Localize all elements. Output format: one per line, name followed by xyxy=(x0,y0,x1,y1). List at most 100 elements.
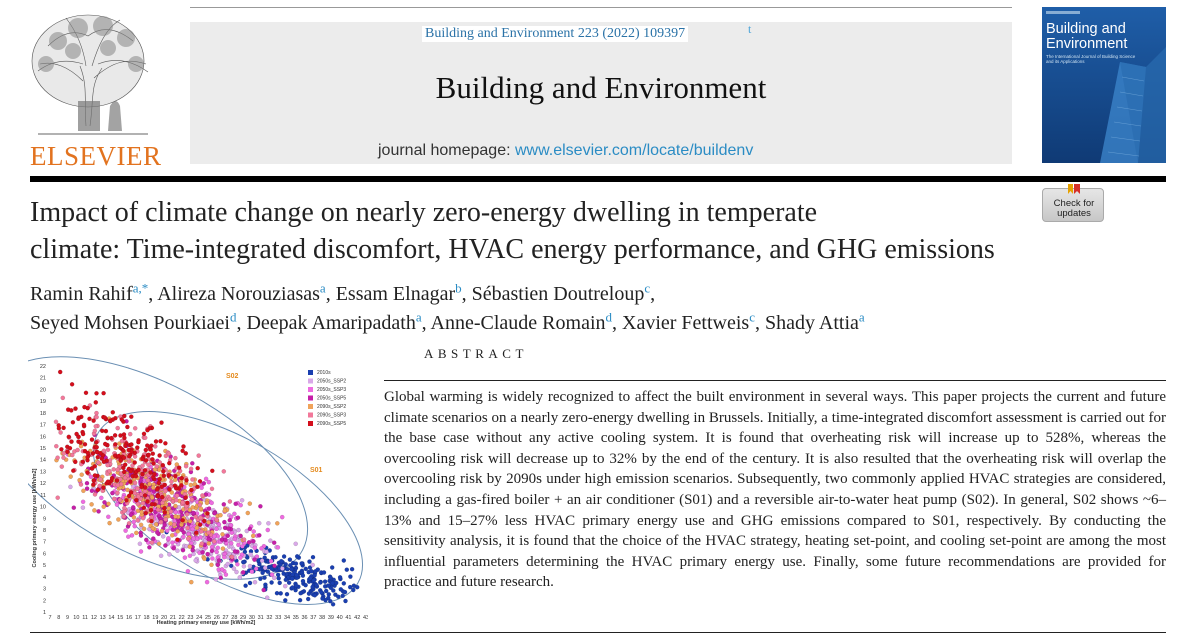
journal-cover-image[interactable] xyxy=(1042,7,1166,163)
author-affiliation[interactable]: b xyxy=(455,280,462,296)
scatter-point xyxy=(169,533,175,538)
scatter-point xyxy=(191,536,196,541)
scatter-point xyxy=(299,561,304,566)
scatter-point xyxy=(92,473,98,478)
x-tick-label: 30 xyxy=(249,615,255,621)
scatter-point xyxy=(171,546,176,551)
author-name[interactable]: Sébastien Doutreloup xyxy=(471,283,645,305)
author-affiliation[interactable]: a xyxy=(858,309,865,325)
scatter-point xyxy=(337,575,343,580)
author-name[interactable]: Essam Elnagar xyxy=(335,283,456,305)
scatter-point xyxy=(179,483,184,488)
scatter-point xyxy=(158,553,164,559)
x-tick-label: 19 xyxy=(152,615,158,621)
author-affiliation[interactable]: d xyxy=(605,309,613,325)
author-affiliation[interactable]: c xyxy=(749,309,755,325)
scatter-point xyxy=(105,462,110,468)
x-tick-label: 23 xyxy=(187,615,193,621)
scatter-point xyxy=(102,500,107,505)
scatter-point xyxy=(80,499,86,505)
scatter-point xyxy=(341,581,347,586)
scatter-point xyxy=(149,495,155,500)
scatter-point xyxy=(269,566,275,571)
x-tick-label: 28 xyxy=(231,615,237,621)
scatter-point xyxy=(121,455,127,460)
scatter-point xyxy=(290,585,295,590)
scatter-point xyxy=(203,476,209,482)
scatter-point xyxy=(87,416,92,422)
author-affiliation[interactable]: c xyxy=(644,280,651,296)
scatter-point xyxy=(148,507,154,513)
scatter-point xyxy=(240,570,246,575)
scatter-point xyxy=(175,537,180,542)
author-affiliation[interactable]: a,* xyxy=(132,280,149,296)
scatter-point xyxy=(115,482,121,488)
author-name[interactable]: Seyed Mohsen Pourkiaei xyxy=(30,312,230,334)
author-affiliation[interactable]: a xyxy=(415,309,422,325)
check-for-updates-label: Check for updates xyxy=(1053,198,1095,219)
author-name[interactable]: Xavier Fettweis xyxy=(622,312,750,334)
scatter-point xyxy=(319,590,324,595)
scatter-point xyxy=(254,554,260,559)
scatter-point xyxy=(310,562,315,568)
y-tick-label: 1 xyxy=(43,610,46,616)
check-for-updates-button[interactable]: Check for updates xyxy=(1042,184,1104,222)
scatter-point xyxy=(169,490,175,495)
x-tick-label: 32 xyxy=(266,615,272,621)
author-name[interactable]: Ramin Rahif xyxy=(30,283,133,305)
scatter-point xyxy=(135,486,140,491)
scatter-point xyxy=(61,425,66,431)
scatter-point xyxy=(273,554,278,560)
author-name[interactable]: Deepak Amaripadath xyxy=(246,312,416,334)
citation-link[interactable]: Building and Environment 223 (2022) 1093… xyxy=(422,26,689,42)
scatter-point xyxy=(238,533,243,539)
scatter-point xyxy=(272,563,277,569)
legend-label: 2090s_SSP5 xyxy=(317,421,346,427)
scatter-point xyxy=(343,598,348,604)
y-tick-label: 15 xyxy=(40,446,46,452)
x-tick-label: 26 xyxy=(214,615,220,621)
scatter-point xyxy=(166,536,171,541)
scatter-point xyxy=(318,580,323,585)
scatter-point xyxy=(136,439,141,445)
scatter-point xyxy=(75,447,80,453)
scatter-point xyxy=(170,527,176,533)
x-tick-label: 27 xyxy=(222,615,228,621)
scatter-point xyxy=(145,427,150,433)
scatter-point xyxy=(236,527,241,533)
scatter-point xyxy=(204,500,210,506)
scatter-point xyxy=(108,418,113,424)
homepage-link[interactable]: www.elsevier.com/locate/buildenv xyxy=(514,142,754,159)
scatter-point xyxy=(60,395,66,401)
scatter-point xyxy=(283,577,289,583)
scatter-point xyxy=(135,517,140,523)
x-tick-label: 31 xyxy=(258,615,264,621)
x-tick-label: 8 xyxy=(57,615,60,621)
scatter-points xyxy=(53,369,360,607)
scatter-point xyxy=(65,449,70,455)
scatter-point xyxy=(157,476,162,482)
scatter-point xyxy=(198,515,203,521)
scatter-point xyxy=(158,438,163,444)
scatter-point xyxy=(175,529,180,534)
scatter-point xyxy=(252,557,257,562)
author-affiliation[interactable]: d xyxy=(229,309,237,325)
author-name[interactable]: Alireza Norouziasas xyxy=(157,283,320,305)
scatter-point xyxy=(280,566,285,571)
scatter-point xyxy=(103,428,109,434)
author-affiliation[interactable]: a xyxy=(319,280,326,296)
scatter-point xyxy=(127,454,132,459)
author-name[interactable]: Anne-Claude Romain xyxy=(430,312,606,334)
y-tick-label: 10 xyxy=(40,505,46,511)
scatter-point xyxy=(215,545,221,551)
scatter-point xyxy=(138,549,144,554)
scatter-point xyxy=(331,588,336,593)
scatter-point xyxy=(148,447,153,452)
y-axis-label: Cooling primary energy use [kWh/m2] xyxy=(32,468,38,567)
scatter-point xyxy=(145,478,151,483)
scatter-point xyxy=(56,426,62,431)
author-name[interactable]: Shady Attia xyxy=(764,312,859,334)
scatter-point xyxy=(311,578,316,583)
x-tick-label: 7 xyxy=(48,615,51,621)
legend-label: 2050s_SSP5 xyxy=(317,396,346,402)
